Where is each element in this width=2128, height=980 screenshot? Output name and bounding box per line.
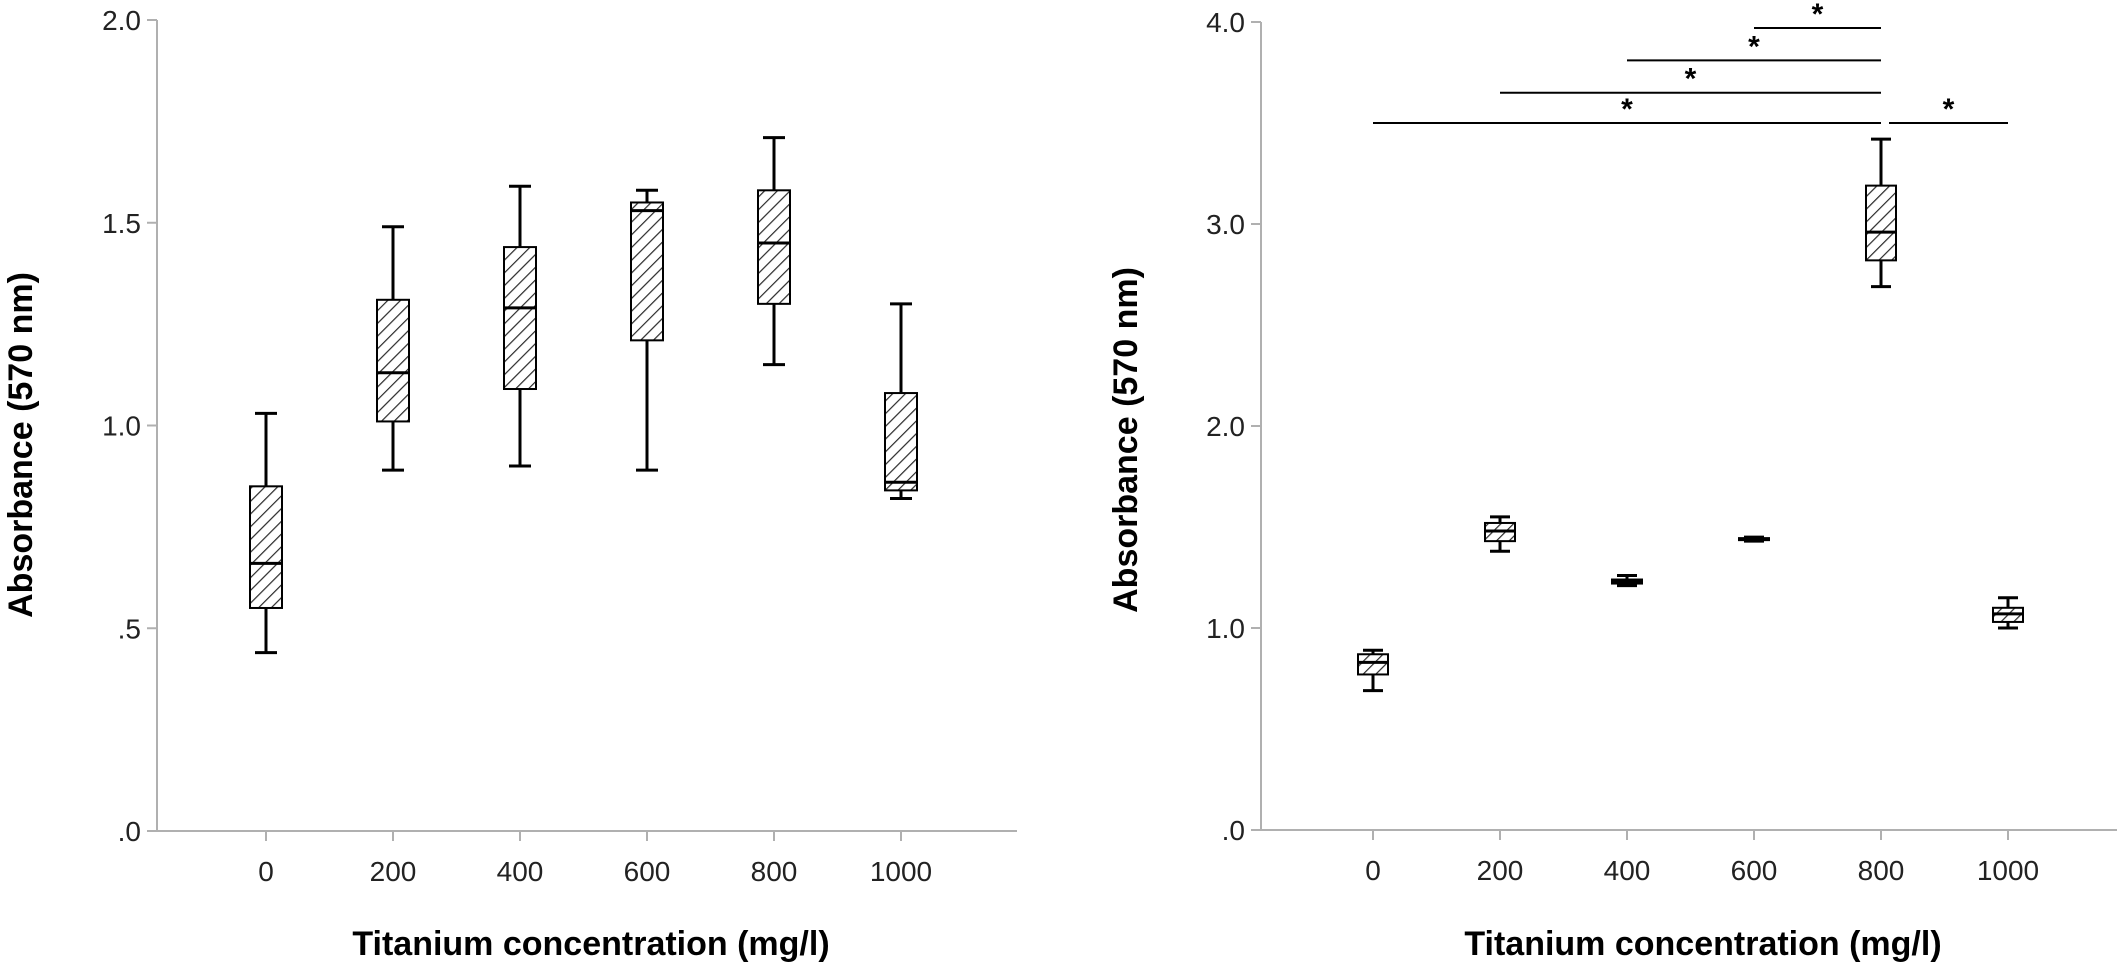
- right-y-tick-label: 1.0: [1206, 613, 1245, 644]
- significance-star: *: [1943, 93, 1955, 126]
- iqr-box: [884, 392, 918, 492]
- left-x-axis-title: Titanium concentration (mg/l): [352, 925, 829, 963]
- left-boxes: [249, 136, 918, 655]
- significance-400-800: *: [1627, 30, 1881, 63]
- right-box-0: [1357, 648, 1389, 693]
- left-y-tick-label: 1.5: [102, 208, 141, 239]
- left-y-tick-label: .5: [118, 613, 141, 644]
- right-x-axis: 0 200 400 600 800 1000: [1261, 829, 2117, 886]
- iqr-box: [1865, 184, 1897, 262]
- right-x-tick-label: 600: [1731, 855, 1778, 886]
- significance-600-800: *: [1754, 0, 1881, 31]
- right-box-1000: [1992, 596, 2024, 630]
- significance-star: *: [1621, 93, 1633, 126]
- right-x-tick-label: 0: [1365, 855, 1381, 886]
- right-x-tick-label: 800: [1858, 855, 1905, 886]
- left-box-600: [630, 188, 664, 472]
- right-x-tick-label: 200: [1477, 855, 1524, 886]
- right-y-tick-label: 3.0: [1206, 209, 1245, 240]
- right-box-800: [1865, 137, 1897, 289]
- right-significance-bars: * * * * *: [1373, 0, 2008, 126]
- significance-star: *: [1812, 0, 1824, 31]
- left-x-tick-label: 800: [751, 856, 798, 887]
- right-box-200: [1484, 515, 1516, 553]
- right-boxes: [1357, 137, 2024, 693]
- significance-200-800: *: [1500, 63, 1881, 96]
- iqr-box: [376, 298, 410, 423]
- left-box-1000: [884, 302, 918, 500]
- right-y-tick-label: 2.0: [1206, 411, 1245, 442]
- right-x-tick-label: 400: [1604, 855, 1651, 886]
- right-x-tick-label: 1000: [1977, 855, 2039, 886]
- iqr-box: [630, 201, 664, 342]
- left-y-tick-label: .0: [118, 816, 141, 847]
- left-x-tick-label: 400: [497, 856, 544, 887]
- left-x-tick-label: 0: [258, 856, 274, 887]
- iqr-box: [503, 246, 537, 391]
- iqr-box: [249, 485, 283, 609]
- left-y-tick-label: 1.0: [102, 411, 141, 442]
- right-y-tick-label: 4.0: [1206, 7, 1245, 38]
- iqr-box: [1357, 653, 1389, 676]
- left-x-tick-label: 200: [370, 856, 417, 887]
- significance-star: *: [1748, 30, 1760, 63]
- left-x-tick-label: 1000: [870, 856, 932, 887]
- left-x-tick-label: 600: [624, 856, 671, 887]
- right-box-400: [1611, 573, 1643, 588]
- significance-star: *: [1685, 63, 1697, 96]
- right-y-tick-label: .0: [1222, 815, 1245, 846]
- right-y-axis-title: Absorbance (570 nm): [1107, 267, 1145, 613]
- left-box-400: [503, 184, 537, 468]
- significance-800-1000: *: [1889, 93, 2008, 126]
- left-box-200: [376, 225, 410, 472]
- left-box-800: [757, 136, 791, 367]
- right-box-600: [1738, 535, 1770, 543]
- iqr-box: [757, 189, 791, 305]
- left-x-axis: 0 200 400 600 800 1000: [157, 830, 1017, 887]
- right-x-axis-title: Titanium concentration (mg/l): [1464, 925, 1941, 963]
- right-box-plot: .0 1.0 2.0 3.0 4.0 0 200 400 600 800 1000 * * * * * T…: [1107, 0, 2117, 963]
- left-box-0: [249, 411, 283, 655]
- right-y-axis: .0 1.0 2.0 3.0 4.0: [1206, 7, 1262, 846]
- left-y-axis: .0 .5 1.0 1.5 2.0: [102, 5, 158, 847]
- significance-0-800: *: [1373, 93, 1881, 126]
- left-box-plot: .0 .5 1.0 1.5 2.0 0 200 400 600 800 1000 Titanium…: [2, 5, 1017, 963]
- left-y-tick-label: 2.0: [102, 5, 141, 36]
- left-y-axis-title: Absorbance (570 nm): [2, 272, 40, 618]
